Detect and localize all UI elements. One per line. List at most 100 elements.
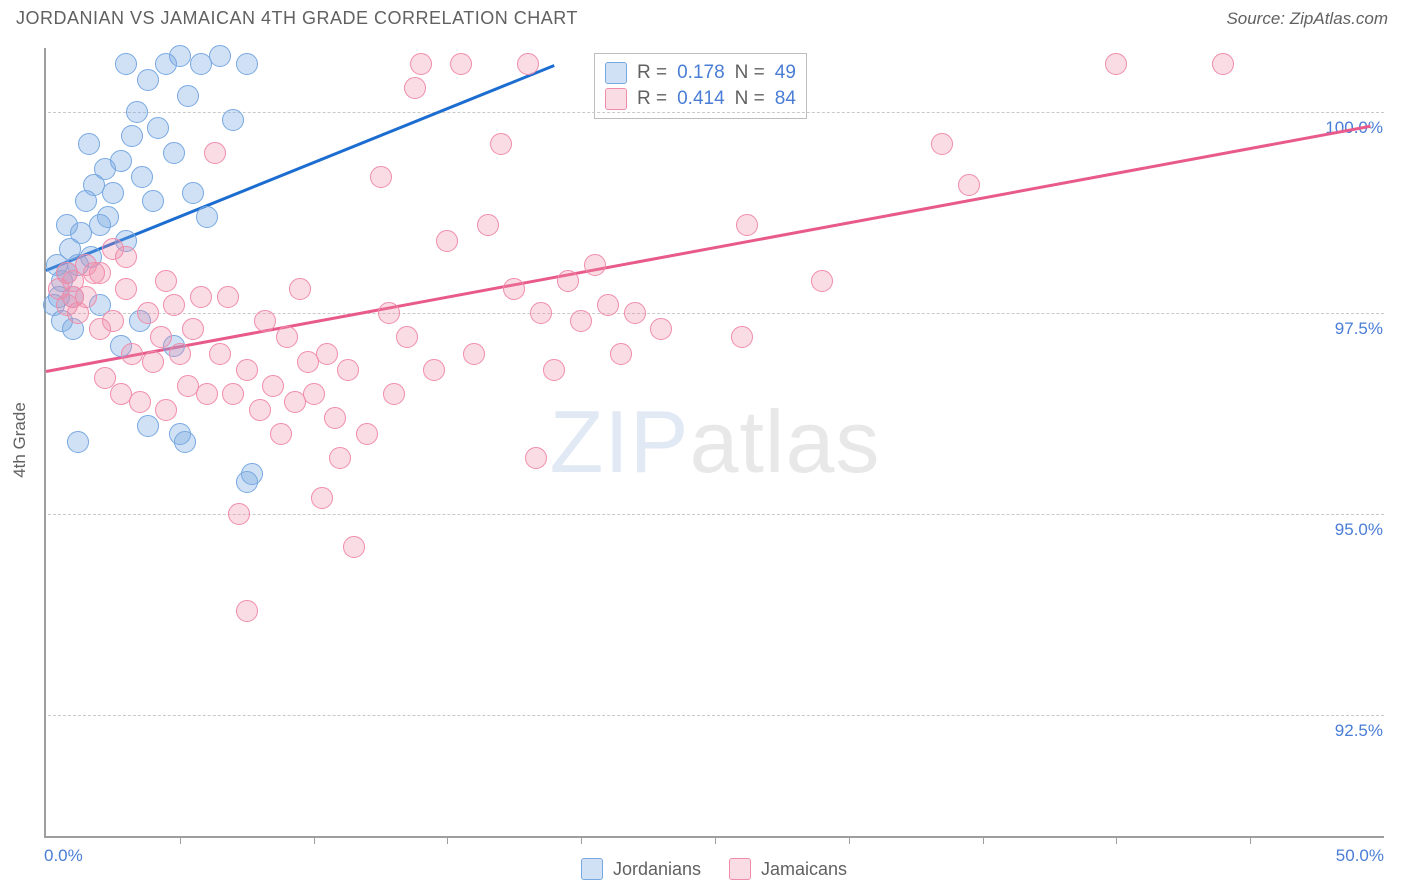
stat-n-value: 49 [775,62,796,84]
data-point [597,294,619,316]
x-axis-tick [447,836,448,844]
data-point [530,302,552,324]
data-point [337,359,359,381]
data-point [356,423,378,445]
plot-area: ZIPatlas R = 0.178 N = 49 R = 0.414 N = … [44,48,1384,838]
data-point [174,431,196,453]
y-axis-tick-label: 95.0% [1332,520,1386,540]
data-point [958,174,980,196]
legend-label: Jordanians [613,859,701,880]
data-point [931,133,953,155]
data-point [517,53,539,75]
data-point [241,463,263,485]
data-point [525,447,547,469]
data-point [270,423,292,445]
chart-title: JORDANIAN VS JAMAICAN 4TH GRADE CORRELAT… [16,8,578,29]
data-point [1212,53,1234,75]
data-point [137,69,159,91]
data-point [463,343,485,365]
data-point [102,238,124,260]
data-point [142,190,164,212]
data-point [56,214,78,236]
data-point [182,318,204,340]
data-point [436,230,458,252]
legend: Jordanians Jamaicans [44,858,1384,880]
stat-n-value: 84 [775,88,796,110]
data-point [289,278,311,300]
y-axis-tick-label: 97.5% [1332,319,1386,339]
data-point [169,343,191,365]
data-point [196,206,218,228]
data-point [204,142,226,164]
swatch-jamaicans [605,88,627,110]
watermark: ZIPatlas [550,391,881,493]
data-point [115,278,137,300]
stat-r-value: 0.414 [677,88,725,110]
x-axis-tick [715,836,716,844]
stat-n-label: N = [735,88,765,110]
legend-item-jordanians: Jordanians [581,858,701,880]
data-point [147,117,169,139]
data-point [396,326,418,348]
data-point [155,270,177,292]
data-point [67,431,89,453]
data-point [383,383,405,405]
data-point [610,343,632,365]
data-point [370,166,392,188]
stat-r-label: R = [637,62,667,84]
gridline [48,715,1384,716]
stats-row-jordanians: R = 0.178 N = 49 [605,60,796,86]
data-point [1105,53,1127,75]
data-point [477,214,499,236]
data-point [209,343,231,365]
trend-line [46,124,1371,372]
legend-swatch-jamaicans [729,858,751,880]
x-axis-tick [180,836,181,844]
x-axis-tick [1116,836,1117,844]
stat-n-label: N = [735,62,765,84]
data-point [736,214,758,236]
y-axis-tick-label: 92.5% [1332,721,1386,741]
data-point [490,133,512,155]
data-point [378,302,400,324]
data-point [115,53,137,75]
data-point [324,407,346,429]
data-point [650,318,672,340]
data-point [254,310,276,332]
data-point [126,101,148,123]
data-point [811,270,833,292]
stats-box: R = 0.178 N = 49 R = 0.414 N = 84 [594,53,807,119]
data-point [196,383,218,405]
data-point [129,391,151,413]
data-point [543,359,565,381]
data-point [121,125,143,147]
data-point [169,45,191,67]
data-point [110,150,132,172]
data-point [570,310,592,332]
data-point [62,286,84,308]
data-point [150,326,172,348]
data-point [503,278,525,300]
data-point [131,166,153,188]
data-point [584,254,606,276]
data-point [209,45,231,67]
legend-swatch-jordanians [581,858,603,880]
data-point [56,262,78,284]
data-point [163,294,185,316]
data-point [155,399,177,421]
data-point [102,310,124,332]
data-point [557,270,579,292]
data-point [316,343,338,365]
gridline [48,112,1384,113]
data-point [163,142,185,164]
data-point [423,359,445,381]
x-axis-tick [314,836,315,844]
x-axis-tick [581,836,582,844]
stat-r-label: R = [637,88,667,110]
x-axis-tick [983,836,984,844]
data-point [410,53,432,75]
chart-source: Source: ZipAtlas.com [1226,9,1388,29]
x-axis-tick [1250,836,1251,844]
data-point [228,503,250,525]
data-point [276,326,298,348]
